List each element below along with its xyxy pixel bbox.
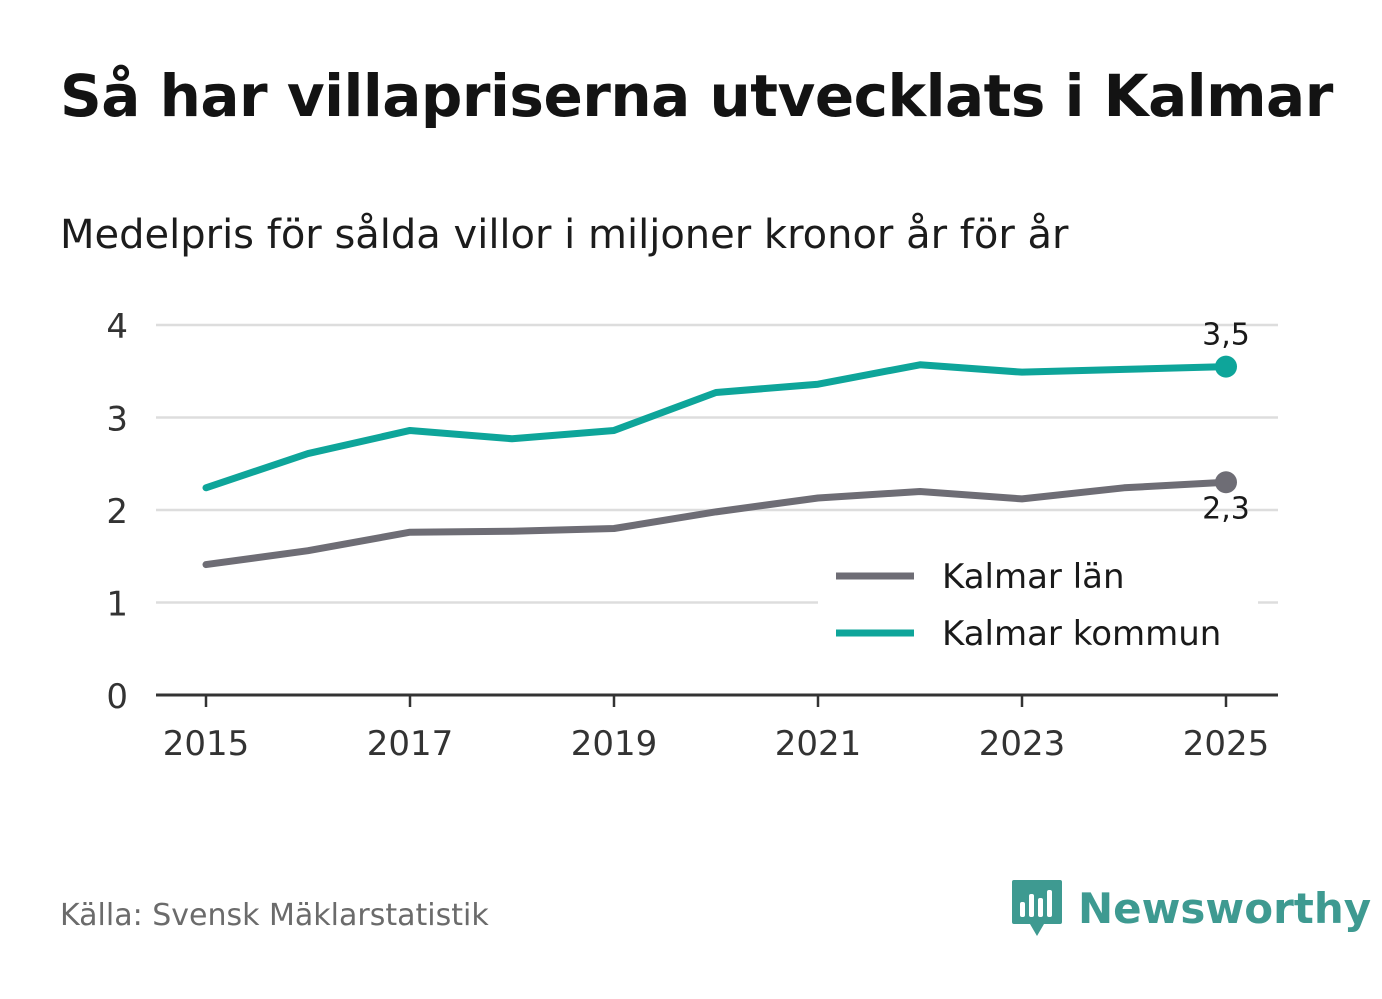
series-line-0: [202, 478, 1230, 569]
x-tick-label: 2025: [1183, 724, 1270, 764]
legend-background: [818, 540, 1258, 670]
series-end-point-0: [1215, 471, 1237, 494]
chart-subtitle: Medelpris för sålda villor i miljoner kr…: [60, 212, 1069, 258]
y-axis-ticks: 0 1 2 3 4: [106, 307, 128, 717]
chart-title: Så har villapriserna utvecklats i Kalmar: [60, 62, 1333, 130]
series-line-1: [202, 361, 1230, 492]
line-chart: 0 1 2 3 4 2015 2017 2019 2021 2023 2025 2,3 3,5 Ka…: [106, 307, 1278, 764]
source-note: Källa: Svensk Mäklarstatistik: [60, 898, 489, 933]
x-tick-label: 2017: [367, 724, 454, 764]
series-end-label-1: 3,5: [1202, 318, 1250, 353]
brand-logo: Newsworthy: [1010, 878, 1371, 938]
brand-name: Newsworthy: [1078, 883, 1372, 933]
series-lines: 2,3 3,5: [202, 318, 1250, 569]
series-end-label-0: 2,3: [1202, 491, 1250, 526]
legend-label-1: Kalmar kommun: [942, 614, 1221, 654]
x-tick-label: 2021: [775, 724, 862, 764]
x-axis-ticks: 2015 2017 2019 2021 2023 2025: [163, 695, 1270, 764]
legend-label-0: Kalmar län: [942, 557, 1125, 597]
y-tick-label: 0: [106, 677, 128, 717]
x-tick-label: 2019: [571, 724, 658, 764]
x-tick-label: 2015: [163, 724, 250, 764]
y-tick-label: 2: [106, 492, 128, 532]
y-tick-label: 3: [106, 400, 128, 440]
bar-chart-speech-bubble-icon: [1012, 880, 1062, 936]
y-tick-label: 1: [106, 585, 128, 625]
series-end-point-1: [1215, 355, 1237, 378]
legend: Kalmar län Kalmar kommun: [836, 557, 1221, 654]
x-tick-label: 2023: [979, 724, 1066, 764]
y-tick-label: 4: [106, 307, 128, 347]
